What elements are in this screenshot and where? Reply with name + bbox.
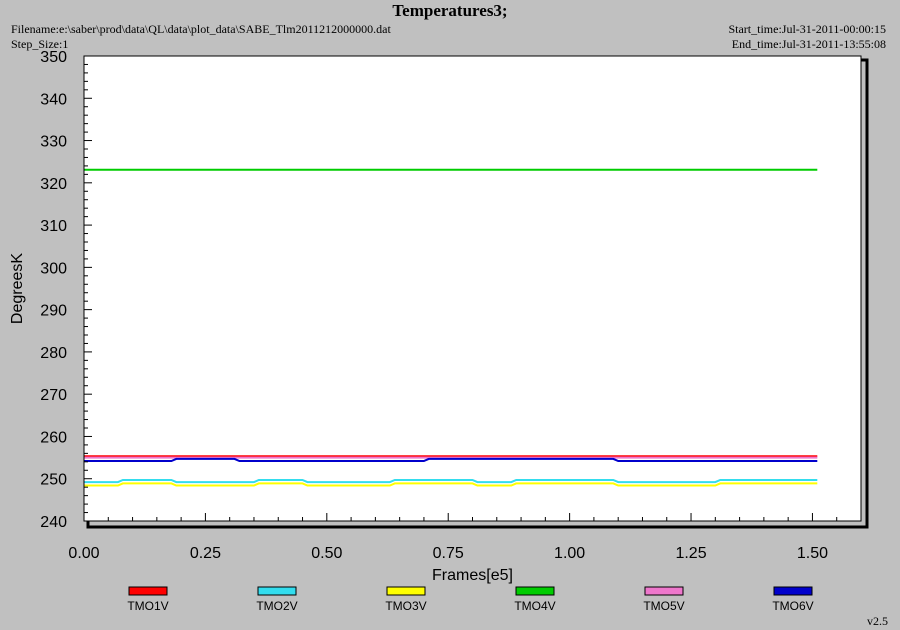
y-tick-label: 260 [40, 429, 67, 446]
legend-swatch-tmo5v [644, 586, 684, 596]
x-tick-label: 0.00 [68, 545, 99, 562]
legend-swatch-tmo4v [515, 586, 555, 596]
plot-shadow [86, 58, 869, 529]
start-time-label: Start_time:Jul-31-2011-00:00:15 [728, 22, 886, 36]
plot-area [84, 56, 861, 521]
series-line-tmo6v [84, 457, 818, 462]
y-axis-title: DegreesK [9, 253, 26, 324]
x-tick-label: 1.25 [675, 545, 706, 562]
end-time-label: End_time:Jul-31-2011-13:55:08 [731, 37, 886, 51]
y-tick-label: 280 [40, 345, 67, 362]
x-tick-label: 0.75 [433, 545, 464, 562]
legend-label-tmo6v: TMO6V [772, 599, 813, 613]
y-tick-label: 340 [40, 91, 67, 108]
y-tick-label: 330 [40, 134, 67, 151]
y-tick-label: 290 [40, 303, 67, 320]
legend-label-tmo5v: TMO5V [643, 599, 684, 613]
legend-swatch-tmo1v [128, 586, 168, 596]
legend: TMO1V TMO2V TMO3V TMO4V TMO5V TMO6V [127, 586, 814, 613]
axes-layer: 240 250 260 270 280 290 300 310 320 330 340 350 0.00… [40, 49, 869, 562]
y-tick-label: 250 [40, 472, 67, 489]
legend-label-tmo2v: TMO2V [256, 599, 297, 613]
x-tick-label: 0.25 [190, 545, 221, 562]
x-tick-label: 1.50 [797, 545, 828, 562]
y-tick-label: 310 [40, 218, 67, 235]
y-tick-label: 270 [40, 387, 67, 404]
x-tick-label: 1.00 [554, 545, 585, 562]
x-axis-title: Frames[e5] [432, 567, 513, 584]
legend-swatch-tmo3v [386, 586, 426, 596]
legend-label-tmo3v: TMO3V [385, 599, 426, 613]
step-size-label: Step_Size:1 [11, 37, 69, 51]
y-tick-label: 320 [40, 176, 67, 193]
legend-swatch-tmo2v [257, 586, 297, 596]
y-tick-label: 350 [40, 49, 67, 66]
series-layer [84, 168, 818, 487]
legend-swatch-tmo6v [773, 586, 813, 596]
series-line-tmo2v [84, 479, 818, 484]
x-tick-label: 0.50 [311, 545, 342, 562]
version-label: v2.5 [867, 614, 888, 628]
filename-label: Filename:e:\saber\prod\data\QL\data\plot… [11, 22, 391, 36]
series-line-tmo3v [84, 482, 818, 487]
legend-label-tmo1v: TMO1V [127, 599, 168, 613]
y-tick-label: 240 [40, 514, 67, 531]
chart-title: Temperatures3; [392, 1, 508, 20]
legend-label-tmo4v: TMO4V [514, 599, 555, 613]
y-tick-label: 300 [40, 260, 67, 277]
